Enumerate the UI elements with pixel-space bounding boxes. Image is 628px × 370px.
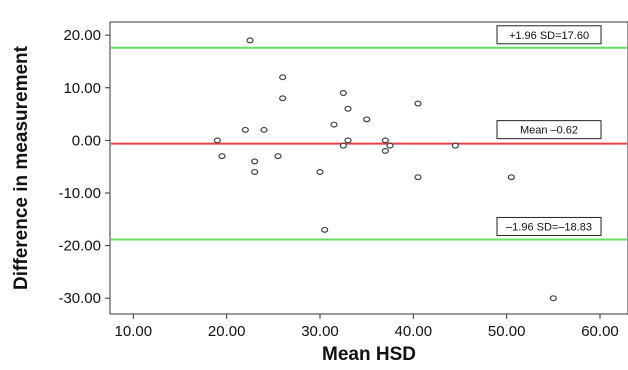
data-point <box>330 121 338 128</box>
data-point <box>246 37 254 44</box>
y-tick-label: 20.00 <box>63 27 101 44</box>
data-point <box>381 147 389 154</box>
x-tick-label: 10.00 <box>115 323 153 340</box>
y-tick-label: -30.00 <box>58 290 101 307</box>
reference-label-text: –1.96 SD=–18.83 <box>506 221 592 233</box>
x-tick-label: 40.00 <box>395 323 433 340</box>
data-point <box>316 168 324 175</box>
data-point <box>274 153 282 160</box>
data-point <box>218 153 226 160</box>
reference-label-0: +1.96 SD=17.60 <box>496 25 602 45</box>
data-point <box>381 137 389 144</box>
data-point <box>386 142 394 149</box>
y-tick-label: -10.00 <box>58 185 101 202</box>
y-tick-label: 10.00 <box>63 80 101 97</box>
data-point <box>414 100 422 107</box>
x-axis-title: Mean HSD <box>322 344 416 365</box>
x-tick-label: 20.00 <box>208 323 246 340</box>
x-tick-label: 60.00 <box>581 323 619 340</box>
data-point <box>339 142 347 149</box>
data-point <box>339 90 347 97</box>
plot-frame <box>109 21 628 315</box>
y-axis-title: Difference in measurement <box>11 45 32 290</box>
data-point <box>414 174 422 181</box>
data-point <box>507 174 515 181</box>
reference-label-box <box>496 25 602 45</box>
data-point <box>279 74 287 81</box>
y-tick-label: -20.00 <box>58 238 101 255</box>
x-tick-label: 50.00 <box>488 323 526 340</box>
reference-label-box <box>496 120 602 140</box>
reference-label-box <box>496 216 602 236</box>
data-point <box>213 137 221 144</box>
reference-label-1: Mean –0.62 <box>496 120 602 140</box>
data-point <box>344 137 352 144</box>
reference-label-text: Mean –0.62 <box>520 125 578 137</box>
data-point <box>241 126 249 133</box>
data-point <box>344 105 352 112</box>
data-point <box>549 295 557 302</box>
reference-label-2: –1.96 SD=–18.83 <box>496 216 602 236</box>
data-point <box>251 158 259 165</box>
data-point <box>279 95 287 102</box>
data-point <box>260 126 268 133</box>
data-point <box>321 226 329 233</box>
y-tick-label: 0.00 <box>72 132 101 149</box>
data-point <box>251 168 259 175</box>
x-tick-label: 30.00 <box>301 323 339 340</box>
data-point <box>451 142 459 149</box>
data-point <box>363 116 371 123</box>
reference-label-text: +1.96 SD=17.60 <box>509 30 589 42</box>
